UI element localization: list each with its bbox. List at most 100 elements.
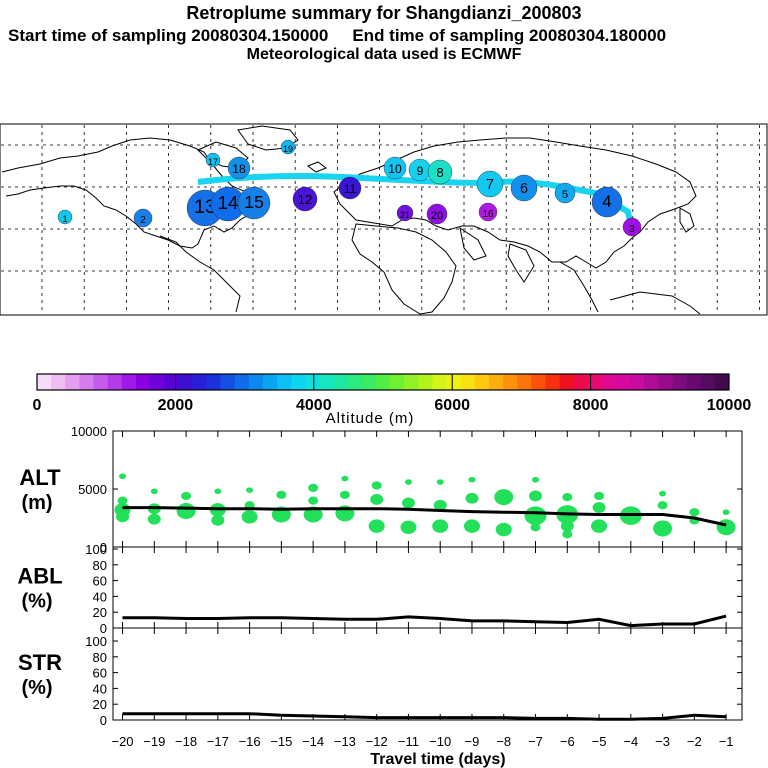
altitude-point bbox=[532, 476, 540, 483]
plume-marker-label: 4 bbox=[602, 193, 611, 211]
altitude-point bbox=[308, 483, 319, 492]
altitude-point bbox=[524, 506, 547, 525]
panel-yunit: (%) bbox=[21, 591, 52, 613]
met-data-label: Meteorological data used is ECMWF bbox=[246, 46, 522, 63]
plume-marker bbox=[426, 203, 448, 225]
colorbar-segment bbox=[488, 374, 504, 390]
colorbar-segment bbox=[262, 374, 278, 390]
plume-marker-label: 8 bbox=[436, 165, 443, 180]
altitude-point bbox=[433, 499, 447, 511]
colorbar-segment bbox=[658, 374, 674, 390]
y-tick-label: 5000 bbox=[78, 482, 107, 497]
colorbar-segment bbox=[601, 374, 617, 390]
colorbar-segment bbox=[192, 374, 207, 390]
x-tick-label: −16 bbox=[239, 734, 261, 749]
colorbar-segment bbox=[375, 374, 391, 390]
altitude-point bbox=[368, 519, 385, 533]
y-tick-label: 0 bbox=[100, 621, 107, 636]
plume-marker-label: 15 bbox=[244, 192, 264, 212]
plume-marker-label: 12 bbox=[298, 192, 313, 207]
altitude-point bbox=[465, 492, 479, 504]
panel-alt: ALT(m) 0 5000 10000 bbox=[19, 424, 743, 555]
altitude-point bbox=[150, 488, 158, 495]
plume-marker bbox=[227, 156, 251, 180]
x-tick-label: −15 bbox=[270, 734, 292, 749]
altitude-point bbox=[657, 501, 668, 510]
colorbar-segment bbox=[700, 374, 716, 390]
colorbar-segment bbox=[164, 374, 179, 390]
panel-ylabel: STR bbox=[18, 650, 62, 675]
altitude-point bbox=[468, 476, 476, 483]
altitude-point bbox=[494, 489, 514, 506]
altitude-point bbox=[659, 490, 667, 497]
colorbar-segment bbox=[319, 374, 335, 390]
colorbar-segment bbox=[432, 374, 448, 390]
colorbar-segment bbox=[333, 374, 349, 390]
altitude-point bbox=[308, 496, 319, 505]
colorbar-tick-label: 4000 bbox=[296, 397, 332, 414]
y-tick-label: 80 bbox=[93, 650, 107, 665]
x-tick-label: −8 bbox=[496, 734, 511, 749]
colorbar-segment bbox=[305, 374, 320, 390]
alt-series-line bbox=[122, 506, 727, 527]
x-tick-label: −12 bbox=[366, 734, 388, 749]
colorbar-segment bbox=[121, 374, 137, 390]
plume-marker bbox=[427, 159, 453, 185]
altitude-point bbox=[401, 497, 415, 509]
plume-marker-label: 10 bbox=[388, 162, 402, 176]
altitude-point bbox=[400, 520, 417, 534]
x-tick-label: −5 bbox=[592, 734, 607, 749]
colorbar-segment bbox=[418, 374, 433, 390]
altitude-point bbox=[722, 509, 730, 515]
plume-marker-label: 9 bbox=[417, 164, 424, 178]
panel-ylabel: ABL bbox=[17, 564, 62, 589]
colorbar-tick-label: 6000 bbox=[434, 397, 470, 414]
altitude-point bbox=[495, 522, 512, 537]
altitude-point bbox=[371, 481, 382, 490]
altitude-scatter bbox=[114, 473, 736, 539]
colorbar-segment bbox=[220, 374, 236, 390]
plume-marker-label: 7 bbox=[486, 177, 494, 193]
sampling-times: Start time of sampling 20080304.150000 En… bbox=[8, 26, 768, 46]
colorbar-segment bbox=[503, 374, 518, 390]
altitude-point bbox=[241, 510, 258, 524]
altitude-point bbox=[116, 511, 130, 523]
plume-marker bbox=[133, 208, 153, 228]
x-tick-label: −17 bbox=[207, 734, 229, 749]
colorbar-segment bbox=[404, 374, 419, 390]
altitude-point bbox=[339, 490, 350, 499]
altitude-point bbox=[341, 475, 349, 482]
colorbar-segment bbox=[361, 374, 377, 390]
colorbar-segment bbox=[474, 374, 490, 390]
colorbar-segment bbox=[616, 374, 631, 390]
y-tick-label: 40 bbox=[93, 681, 107, 696]
y-tick-label: 20 bbox=[93, 697, 107, 712]
colorbar-segment bbox=[545, 374, 561, 390]
plume-marker bbox=[622, 217, 642, 237]
y-tick-label: 0 bbox=[100, 540, 107, 555]
time-series-panels: ALT(m)0500010000ABL(%)020406080100STR(%)… bbox=[17, 424, 743, 768]
str-series-line bbox=[122, 712, 727, 721]
plume-marker bbox=[396, 204, 414, 222]
plume-marker-label: 16 bbox=[483, 209, 494, 220]
plume-marker-label: 2 bbox=[140, 215, 146, 226]
colorbar-segment bbox=[277, 374, 292, 390]
plume-marker bbox=[383, 156, 407, 180]
colorbar-tick-label: 0 bbox=[33, 397, 42, 414]
plume-marker bbox=[237, 186, 271, 220]
plume-marker bbox=[476, 170, 504, 198]
altitude-point bbox=[560, 520, 574, 532]
start-time-label: Start time of sampling 20080304.150000 bbox=[8, 26, 329, 45]
x-tick-label: −6 bbox=[560, 734, 575, 749]
plume-marker-label: 1 bbox=[62, 214, 67, 224]
colorbar-segment bbox=[630, 374, 645, 390]
x-tick-label: −10 bbox=[429, 734, 451, 749]
y-tick-label: 20 bbox=[93, 605, 107, 620]
map-coastlines bbox=[1, 125, 701, 315]
colorbar-tick-label: 2000 bbox=[158, 397, 194, 414]
plume-marker-label: 5 bbox=[562, 189, 568, 201]
